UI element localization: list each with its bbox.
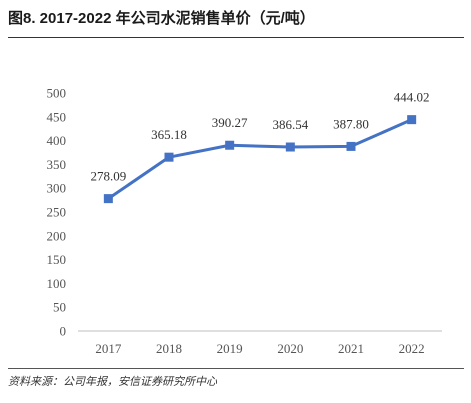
data-label: 386.54 — [272, 117, 308, 132]
y-tick-label: 200 — [47, 228, 67, 243]
x-tick-label: 2022 — [399, 341, 425, 356]
y-axis-ticks: 0 50 100 150 200 250 300 350 400 450 500 — [47, 86, 67, 339]
data-point — [407, 115, 417, 125]
y-tick-label: 150 — [47, 252, 67, 267]
chart-title: 图8. 2017-2022 年公司水泥销售单价（元/吨） — [8, 10, 315, 27]
top-divider — [8, 37, 464, 38]
data-label: 387.80 — [333, 116, 369, 131]
data-labels: 278.09 365.18 390.27 386.54 387.80 444.02 — [90, 90, 429, 184]
data-point — [164, 152, 174, 162]
source-note: 资料来源：公司年报，安信证券研究所中心 — [8, 375, 217, 388]
series-markers — [103, 115, 417, 204]
x-tick-label: 2018 — [156, 341, 182, 356]
x-axis-ticks: 2017 2018 2019 2020 2021 2022 — [95, 341, 424, 356]
bottom-divider — [8, 368, 464, 369]
y-tick-label: 450 — [47, 109, 67, 124]
series-line — [107, 118, 413, 200]
data-label: 278.09 — [90, 169, 126, 184]
y-tick-label: 400 — [47, 133, 67, 148]
y-tick-label: 500 — [47, 86, 67, 101]
data-point — [285, 142, 295, 152]
x-tick-label: 2017 — [95, 341, 122, 356]
data-label: 444.02 — [394, 90, 430, 105]
x-tick-label: 2020 — [277, 341, 303, 356]
y-tick-label: 50 — [53, 300, 66, 315]
data-point — [346, 141, 356, 151]
data-label: 390.27 — [212, 115, 248, 130]
y-tick-label: 100 — [47, 276, 67, 291]
data-point — [103, 194, 113, 204]
y-tick-label: 250 — [47, 205, 67, 220]
data-label: 365.18 — [151, 127, 187, 142]
y-tick-label: 0 — [60, 324, 67, 339]
data-point — [225, 140, 235, 150]
y-tick-label: 350 — [47, 157, 67, 172]
x-tick-label: 2021 — [338, 341, 364, 356]
x-tick-label: 2019 — [217, 341, 243, 356]
y-tick-label: 300 — [47, 181, 67, 196]
